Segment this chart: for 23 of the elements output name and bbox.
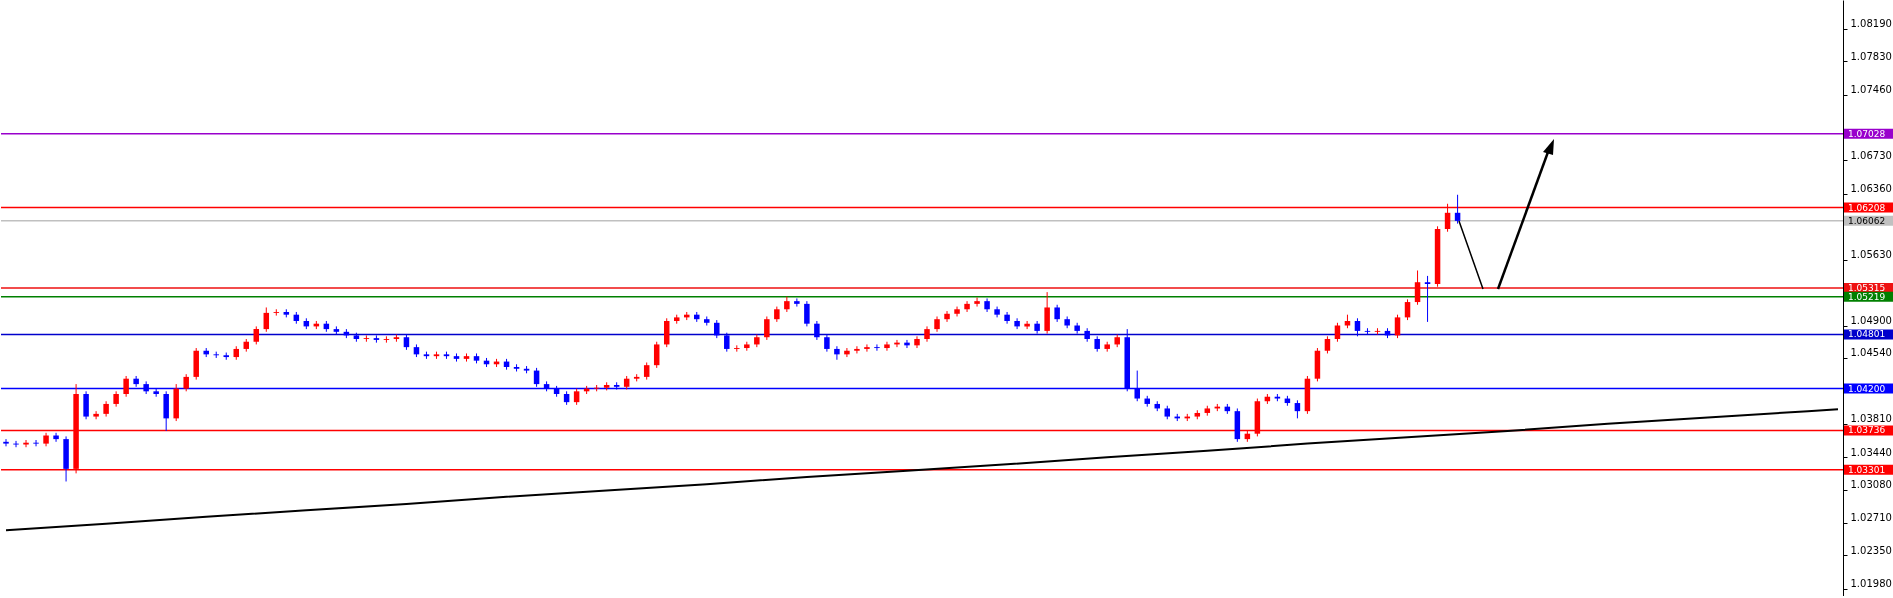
ref-line-label: 1.03736 bbox=[1848, 425, 1886, 436]
y-tick-label: 1.03080 bbox=[1850, 479, 1892, 491]
ref-line-label: 1.06062 bbox=[1848, 215, 1886, 226]
y-tick-label: 1.02710 bbox=[1850, 512, 1892, 524]
y-tick-label: 1.07830 bbox=[1850, 50, 1892, 62]
y-tick-label: 1.04900 bbox=[1850, 315, 1892, 326]
y-tick-label: 1.07460 bbox=[1850, 84, 1892, 96]
y-tick-label: 1.05630 bbox=[1850, 249, 1892, 261]
ref-line-label: 1.03301 bbox=[1848, 464, 1886, 475]
ref-line-label: 1.05219 bbox=[1848, 291, 1886, 302]
ref-line-label: 1.04801 bbox=[1848, 329, 1886, 340]
ref-line-label: 1.04200 bbox=[1848, 383, 1886, 394]
y-tick-label: 1.06730 bbox=[1850, 150, 1892, 161]
ref-line-label: 1.06208 bbox=[1848, 202, 1886, 213]
y-tick-label: 1.03810 bbox=[1850, 413, 1892, 425]
ref-line-label: 1.05315 bbox=[1848, 283, 1886, 294]
y-tick-label: 1.02350 bbox=[1850, 544, 1892, 556]
ref-line-label: 1.07028 bbox=[1848, 128, 1886, 139]
y-tick-label: 1.08190 bbox=[1850, 18, 1892, 30]
y-tick-label: 1.01980 bbox=[1850, 578, 1892, 590]
y-tick-label: 1.06360 bbox=[1850, 183, 1892, 195]
y-tick-label: 1.03440 bbox=[1850, 446, 1892, 458]
y-tick-label: 1.04540 bbox=[1850, 347, 1892, 359]
